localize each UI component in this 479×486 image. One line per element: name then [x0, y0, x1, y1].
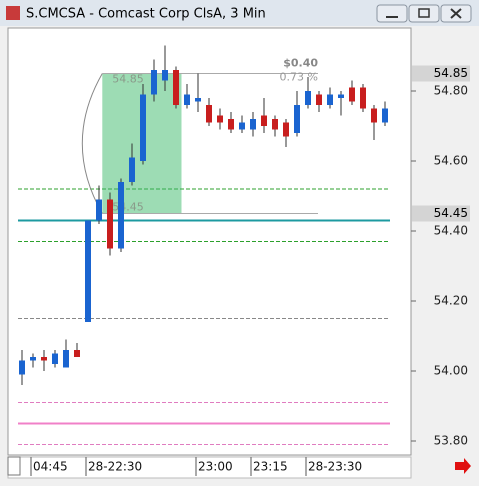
- scroll-box[interactable]: [7, 456, 21, 476]
- candle-body: [294, 105, 300, 133]
- x-tick-label: 04:45: [33, 460, 68, 474]
- candle-body: [239, 122, 245, 130]
- candle-body: [382, 108, 388, 123]
- candle-body: [30, 357, 36, 361]
- measure-percent: 0.73 %: [280, 71, 318, 84]
- measure-high-label: 54.85: [112, 73, 144, 86]
- candle-body: [85, 220, 91, 322]
- candle-body: [19, 360, 25, 375]
- candle-body: [129, 157, 135, 182]
- candle-body: [162, 70, 168, 81]
- measure-arc: [81, 73, 103, 214]
- candle-body: [52, 353, 58, 364]
- y-tick-label: 54.60: [434, 154, 468, 168]
- candle-body: [283, 122, 289, 137]
- candle-body: [63, 350, 69, 368]
- candle-body: [107, 199, 113, 249]
- x-tick-label: 23:00: [198, 460, 233, 474]
- measure-change: $0.40: [283, 57, 318, 70]
- candle-body: [316, 94, 322, 105]
- price-tag-label: 54.45: [434, 206, 468, 220]
- candle-body: [349, 87, 355, 102]
- y-tick-label: 54.40: [434, 224, 468, 238]
- x-tick-label: 28-23:30: [308, 460, 362, 474]
- candle-body: [327, 94, 333, 105]
- maximize-icon: [418, 8, 430, 18]
- candle-body: [228, 119, 234, 130]
- y-tick-label: 54.00: [434, 364, 468, 378]
- minimize-button[interactable]: [376, 4, 408, 23]
- window-title: S.CMCSA - Comcast Corp ClsA, 3 Min: [26, 7, 266, 22]
- candle-body: [272, 119, 278, 130]
- x-tick-label: 23:15: [253, 460, 288, 474]
- candle-body: [184, 94, 190, 105]
- candle-body: [195, 98, 201, 102]
- measure-low-label: 54.45: [112, 201, 144, 214]
- y-tick-label: 54.20: [434, 294, 468, 308]
- maximize-button[interactable]: [408, 4, 440, 23]
- candle-body: [74, 350, 80, 357]
- x-tick-label: 28-22:30: [88, 460, 142, 474]
- candle-body: [360, 87, 366, 109]
- y-tick-label: 54.80: [434, 84, 468, 98]
- price-tag: [412, 205, 470, 222]
- candle-body: [173, 70, 179, 105]
- candle-body: [41, 357, 47, 361]
- candle-body: [371, 108, 377, 123]
- y-tick-label: 53.80: [434, 434, 468, 448]
- close-icon: [450, 8, 462, 19]
- candle-body: [250, 119, 256, 130]
- candle-body: [151, 70, 157, 95]
- scroll-arrow[interactable]: [455, 458, 471, 474]
- candle-body: [118, 182, 124, 249]
- app-icon: [6, 6, 20, 20]
- candle-body: [140, 94, 146, 161]
- candle-body: [96, 199, 102, 221]
- candle-body: [206, 105, 212, 123]
- candle-body: [217, 115, 223, 123]
- price-tag: [412, 65, 470, 82]
- price-tag-label: 54.85: [434, 66, 468, 80]
- candle-body: [305, 91, 311, 105]
- candle-body: [338, 94, 344, 98]
- candle-body: [261, 115, 267, 126]
